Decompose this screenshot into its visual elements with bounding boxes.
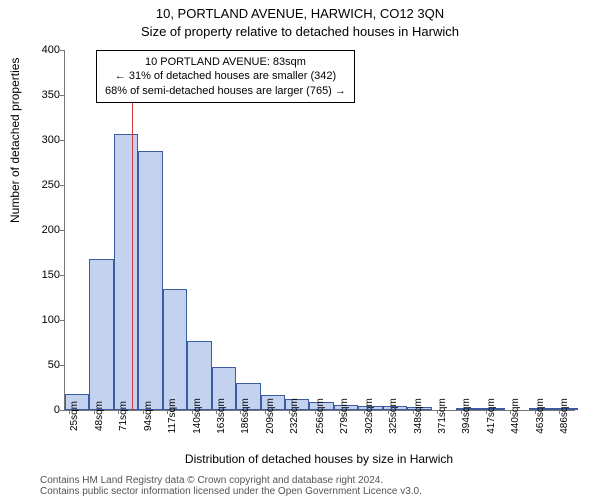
y-tick-label: 400 — [24, 44, 60, 56]
histogram-bar — [138, 151, 162, 410]
x-tick-label: 302sqm — [364, 398, 375, 434]
x-tick-mark — [216, 410, 217, 414]
x-tick-label: 140sqm — [192, 398, 203, 434]
histogram-bar — [163, 289, 187, 411]
y-tick-label: 150 — [24, 269, 60, 281]
plot-area — [64, 50, 575, 411]
x-tick-label: 25sqm — [69, 401, 80, 431]
x-tick-label: 163sqm — [216, 398, 227, 434]
y-tick-mark — [60, 140, 64, 141]
x-tick-mark — [559, 410, 560, 414]
x-tick-mark — [167, 410, 168, 414]
x-tick-mark — [69, 410, 70, 414]
callout-line2: ← 31% of detached houses are smaller (34… — [105, 69, 346, 83]
chart-title-main: 10, PORTLAND AVENUE, HARWICH, CO12 3QN — [0, 6, 600, 21]
reference-line — [132, 50, 133, 410]
x-tick-label: 440sqm — [510, 398, 521, 434]
histogram-bar — [89, 259, 113, 410]
y-tick-label: 200 — [24, 224, 60, 236]
x-tick-label: 325sqm — [388, 398, 399, 434]
x-tick-mark — [388, 410, 389, 414]
footer-attribution: Contains HM Land Registry data © Crown c… — [40, 475, 422, 497]
x-tick-mark — [364, 410, 365, 414]
y-tick-label: 100 — [24, 314, 60, 326]
y-tick-mark — [60, 185, 64, 186]
x-tick-label: 48sqm — [94, 401, 105, 431]
y-tick-mark — [60, 365, 64, 366]
x-tick-mark — [315, 410, 316, 414]
x-tick-mark — [94, 410, 95, 414]
y-axis-label: Number of detached properties — [8, 58, 22, 223]
x-tick-mark — [240, 410, 241, 414]
x-tick-label: 256sqm — [315, 398, 326, 434]
footer-line1: Contains HM Land Registry data © Crown c… — [40, 475, 422, 486]
x-tick-label: 186sqm — [240, 398, 251, 434]
x-tick-mark — [535, 410, 536, 414]
x-tick-mark — [192, 410, 193, 414]
x-tick-label: 486sqm — [559, 398, 570, 434]
x-tick-mark — [437, 410, 438, 414]
x-tick-label: 463sqm — [535, 398, 546, 434]
footer-line2: Contains public sector information licen… — [40, 486, 422, 497]
callout-line1: 10 PORTLAND AVENUE: 83sqm — [105, 55, 346, 69]
chart-title-sub: Size of property relative to detached ho… — [0, 24, 600, 39]
callout-box: 10 PORTLAND AVENUE: 83sqm ← 31% of detac… — [96, 50, 355, 103]
x-tick-label: 94sqm — [143, 401, 154, 431]
histogram-chart: 10, PORTLAND AVENUE, HARWICH, CO12 3QN S… — [0, 0, 600, 500]
x-tick-mark — [289, 410, 290, 414]
y-tick-mark — [60, 320, 64, 321]
x-tick-mark — [339, 410, 340, 414]
x-tick-label: 71sqm — [118, 401, 129, 431]
y-tick-label: 250 — [24, 179, 60, 191]
x-tick-mark — [486, 410, 487, 414]
y-tick-mark — [60, 230, 64, 231]
y-tick-label: 0 — [24, 404, 60, 416]
x-tick-label: 117sqm — [167, 399, 178, 434]
x-tick-mark — [510, 410, 511, 414]
y-tick-mark — [60, 95, 64, 96]
x-axis-label: Distribution of detached houses by size … — [64, 452, 574, 466]
histogram-bar — [114, 134, 138, 410]
y-tick-mark — [60, 410, 64, 411]
y-tick-mark — [60, 50, 64, 51]
callout-line3: 68% of semi-detached houses are larger (… — [105, 84, 346, 98]
x-tick-mark — [265, 410, 266, 414]
x-tick-label: 417sqm — [486, 398, 497, 434]
x-tick-mark — [143, 410, 144, 414]
y-tick-label: 300 — [24, 134, 60, 146]
x-tick-label: 279sqm — [339, 398, 350, 434]
x-tick-label: 371sqm — [437, 398, 448, 434]
x-tick-label: 209sqm — [265, 398, 276, 434]
x-tick-mark — [413, 410, 414, 414]
x-tick-label: 394sqm — [461, 398, 472, 434]
x-tick-mark — [461, 410, 462, 414]
y-tick-mark — [60, 275, 64, 276]
y-tick-label: 350 — [24, 89, 60, 101]
x-tick-label: 232sqm — [289, 398, 300, 434]
x-tick-mark — [118, 410, 119, 414]
x-tick-label: 348sqm — [413, 398, 424, 434]
y-tick-label: 50 — [24, 359, 60, 371]
